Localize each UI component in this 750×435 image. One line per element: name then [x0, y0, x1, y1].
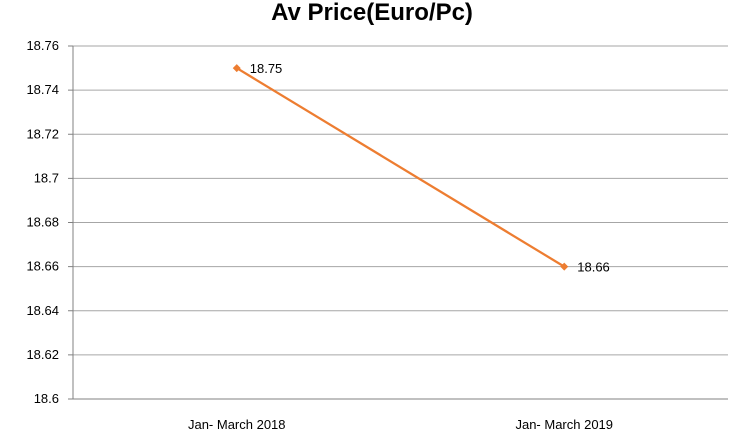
x-tick-label: Jan- March 2019 [515, 417, 613, 430]
y-tick-label: 18.72 [26, 126, 59, 141]
gridlines [73, 45, 728, 356]
y-tick-label: 18.7 [34, 170, 59, 185]
data-labels: 18.75 18.66 [250, 61, 610, 275]
chart-title: Av Price(Euro/Pc) [271, 0, 473, 26]
series-line [236, 67, 565, 268]
data-point-marker [232, 64, 241, 73]
y-tick-label: 18.68 [26, 215, 59, 230]
data-label: 18.75 [250, 61, 283, 76]
series-layer [232, 64, 569, 271]
data-point-marker [560, 262, 569, 271]
y-tick-label: 18.74 [26, 82, 59, 97]
x-tick-label: Jan- March 2018 [188, 417, 286, 430]
x-tick-labels: Jan- March 2018 Jan- March 2019 [188, 417, 613, 432]
y-tick-labels: 18.6 18.62 18.64 18.66 18.68 18.7 18.72 18.74 18… [26, 38, 59, 406]
y-tick-label: 18.6 [34, 391, 59, 406]
y-tick-label: 18.62 [26, 347, 59, 362]
data-label: 18.66 [577, 260, 610, 275]
y-tick-label: 18.64 [26, 303, 59, 318]
axes [68, 45, 728, 400]
y-tick-label: 18.66 [26, 259, 59, 274]
y-tick-label: 18.76 [26, 38, 59, 53]
